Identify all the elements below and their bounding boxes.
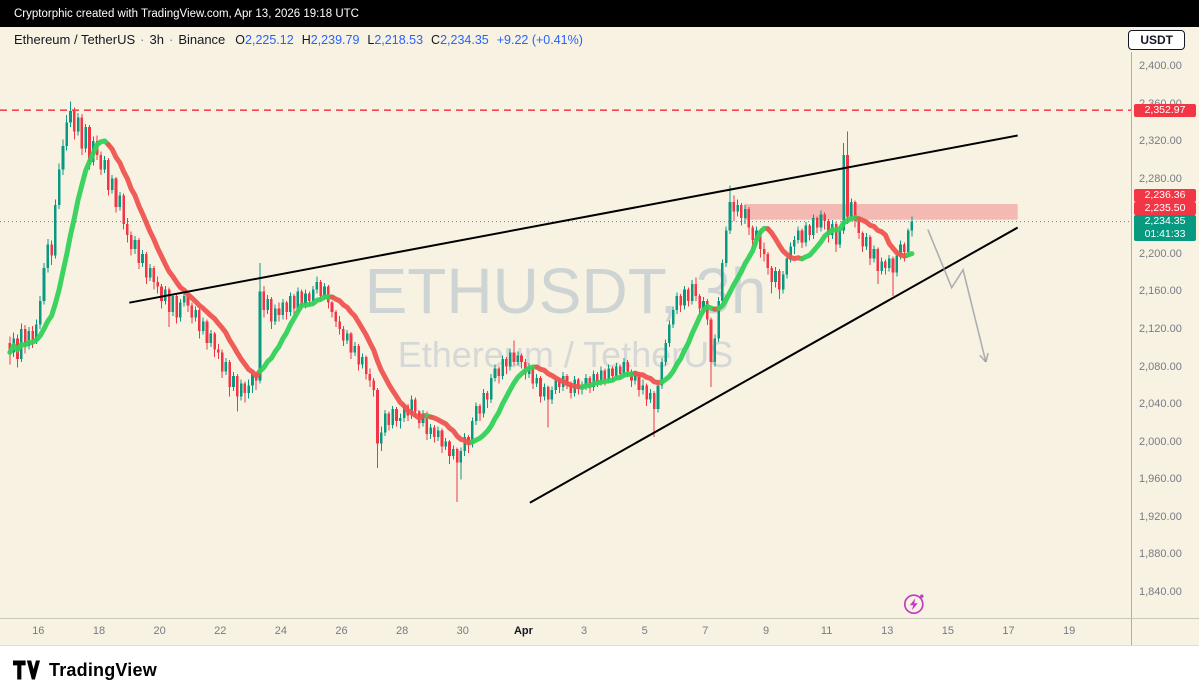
time-tick-label: 5 — [641, 625, 648, 637]
price-tick-label: 1,960.00 — [1139, 473, 1182, 486]
price-tick-label: 2,200.00 — [1139, 247, 1182, 260]
ma-line[interactable] — [856, 216, 911, 259]
ma-line[interactable] — [534, 364, 585, 390]
ma-line[interactable] — [799, 214, 862, 262]
ohlc-readout: O2,225.12 H2,239.79 L2,218.53 C2,234.35 — [235, 33, 496, 47]
lower-trendline[interactable] — [529, 226, 1019, 504]
time-tick-label: 17 — [1002, 625, 1015, 637]
ma-line[interactable] — [428, 414, 475, 446]
footer-bar: TradingView — [0, 645, 1199, 694]
bar-countdown: 01:41:33 — [1144, 227, 1186, 240]
time-tick-label: 7 — [702, 625, 709, 637]
price-tick-label: 1,920.00 — [1139, 510, 1182, 523]
currency-toggle-button[interactable]: USDT — [1128, 29, 1185, 50]
price-tick-label: 2,400.00 — [1139, 59, 1182, 72]
upper-trendline[interactable] — [129, 134, 1018, 304]
time-tick-label: 15 — [941, 625, 955, 637]
price-tick-label: 2,000.00 — [1139, 435, 1182, 448]
time-tick-label: 19 — [1063, 625, 1076, 637]
ma-line[interactable] — [469, 364, 540, 445]
ma-line[interactable] — [7, 138, 111, 355]
interval-label[interactable]: 3h — [149, 32, 164, 47]
tradingview-logo[interactable] — [13, 660, 40, 680]
axis-separator — [1131, 619, 1132, 645]
high-value: H2,239.79 — [301, 32, 360, 47]
price-tick-label: 2,280.00 — [1139, 172, 1182, 185]
lightning-sticker-icon[interactable] — [903, 594, 924, 615]
price-tick-label: 1,840.00 — [1139, 585, 1182, 598]
ma-price-label: 2,235.50 — [1134, 201, 1196, 215]
brand-wordmark: TradingView — [49, 659, 157, 680]
open-value: O2,225.12 — [235, 32, 294, 47]
ma-line[interactable] — [329, 294, 430, 421]
symbol-title[interactable]: Ethereum / TetherUS — [14, 32, 136, 47]
ma-line[interactable] — [765, 226, 805, 262]
time-tick-label: 11 — [820, 625, 833, 637]
ma-line[interactable] — [579, 370, 638, 390]
time-tick-label: 16 — [32, 625, 45, 637]
time-tick-label: 22 — [214, 625, 227, 637]
resistance-zone[interactable] — [744, 204, 1018, 220]
alert-price-label: 2,352.97 — [1134, 103, 1196, 117]
time-tick-label: 3 — [581, 625, 588, 637]
price-tick-label: 1,880.00 — [1139, 548, 1182, 561]
chart-header: Ethereum / TetherUS · 3h · Binance O2,22… — [0, 27, 1199, 52]
time-tick-label: 28 — [396, 625, 409, 637]
time-tick-label: 20 — [153, 625, 166, 637]
price-tick-label: 2,120.00 — [1139, 322, 1182, 335]
ma-line[interactable] — [632, 370, 665, 386]
time-tick-label: 13 — [881, 625, 894, 637]
projection-arrow[interactable] — [927, 229, 987, 363]
separator-dot: · — [140, 32, 145, 47]
close-value: C2,234.35 — [431, 32, 489, 47]
projection-arrowhead — [979, 354, 987, 363]
time-tick-label: 30 — [456, 625, 469, 637]
time-axis[interactable]: 16 18 20 22 24 26 28 30 Apr 3 5 7 9 11 13 15 17 19 — [0, 618, 1199, 645]
separator-dot: · — [168, 32, 174, 47]
ma-line[interactable] — [105, 142, 263, 379]
ma-line[interactable] — [659, 304, 718, 385]
last-price-label: 2,234.35 01:41:33 — [1134, 214, 1196, 241]
price-axis[interactable]: 2,352.97 2,236.36 2,235.50 2,234.35 01:4… — [1131, 52, 1199, 618]
attribution-bar: Cryptorphic created with TradingView.com… — [0, 0, 1199, 27]
projection-arrowhead — [985, 352, 989, 363]
ma-line[interactable] — [257, 294, 335, 374]
exchange-label: Binance — [178, 32, 226, 47]
low-value: L2,218.53 — [367, 32, 424, 47]
time-tick-label: 18 — [92, 625, 106, 637]
price-tick-label: 2,040.00 — [1139, 398, 1182, 411]
time-tick-label: 9 — [762, 625, 770, 637]
time-tick-label: 24 — [274, 625, 287, 637]
last-price-value: 2,234.35 — [1144, 214, 1186, 227]
price-tick-label: 2,320.00 — [1139, 135, 1182, 148]
time-tick-label: Apr — [513, 625, 533, 637]
time-tick-label: 26 — [335, 625, 348, 637]
chart-canvas[interactable] — [0, 52, 1131, 618]
attribution-text: Cryptorphic created with TradingView.com… — [14, 7, 359, 20]
price-tick-label: 2,080.00 — [1139, 360, 1182, 373]
price-tick-label: 2,160.00 — [1139, 285, 1182, 298]
chart-plot-area[interactable]: ETHUSDT, 3h Ethereum / TetherUS 2,352.97… — [0, 52, 1199, 618]
change-value: +9.22 (+0.41%) — [496, 32, 583, 47]
ma-line[interactable] — [716, 225, 771, 311]
ma-line[interactable] — [905, 251, 915, 258]
zone-price-label: 2,236.36 — [1134, 188, 1196, 202]
